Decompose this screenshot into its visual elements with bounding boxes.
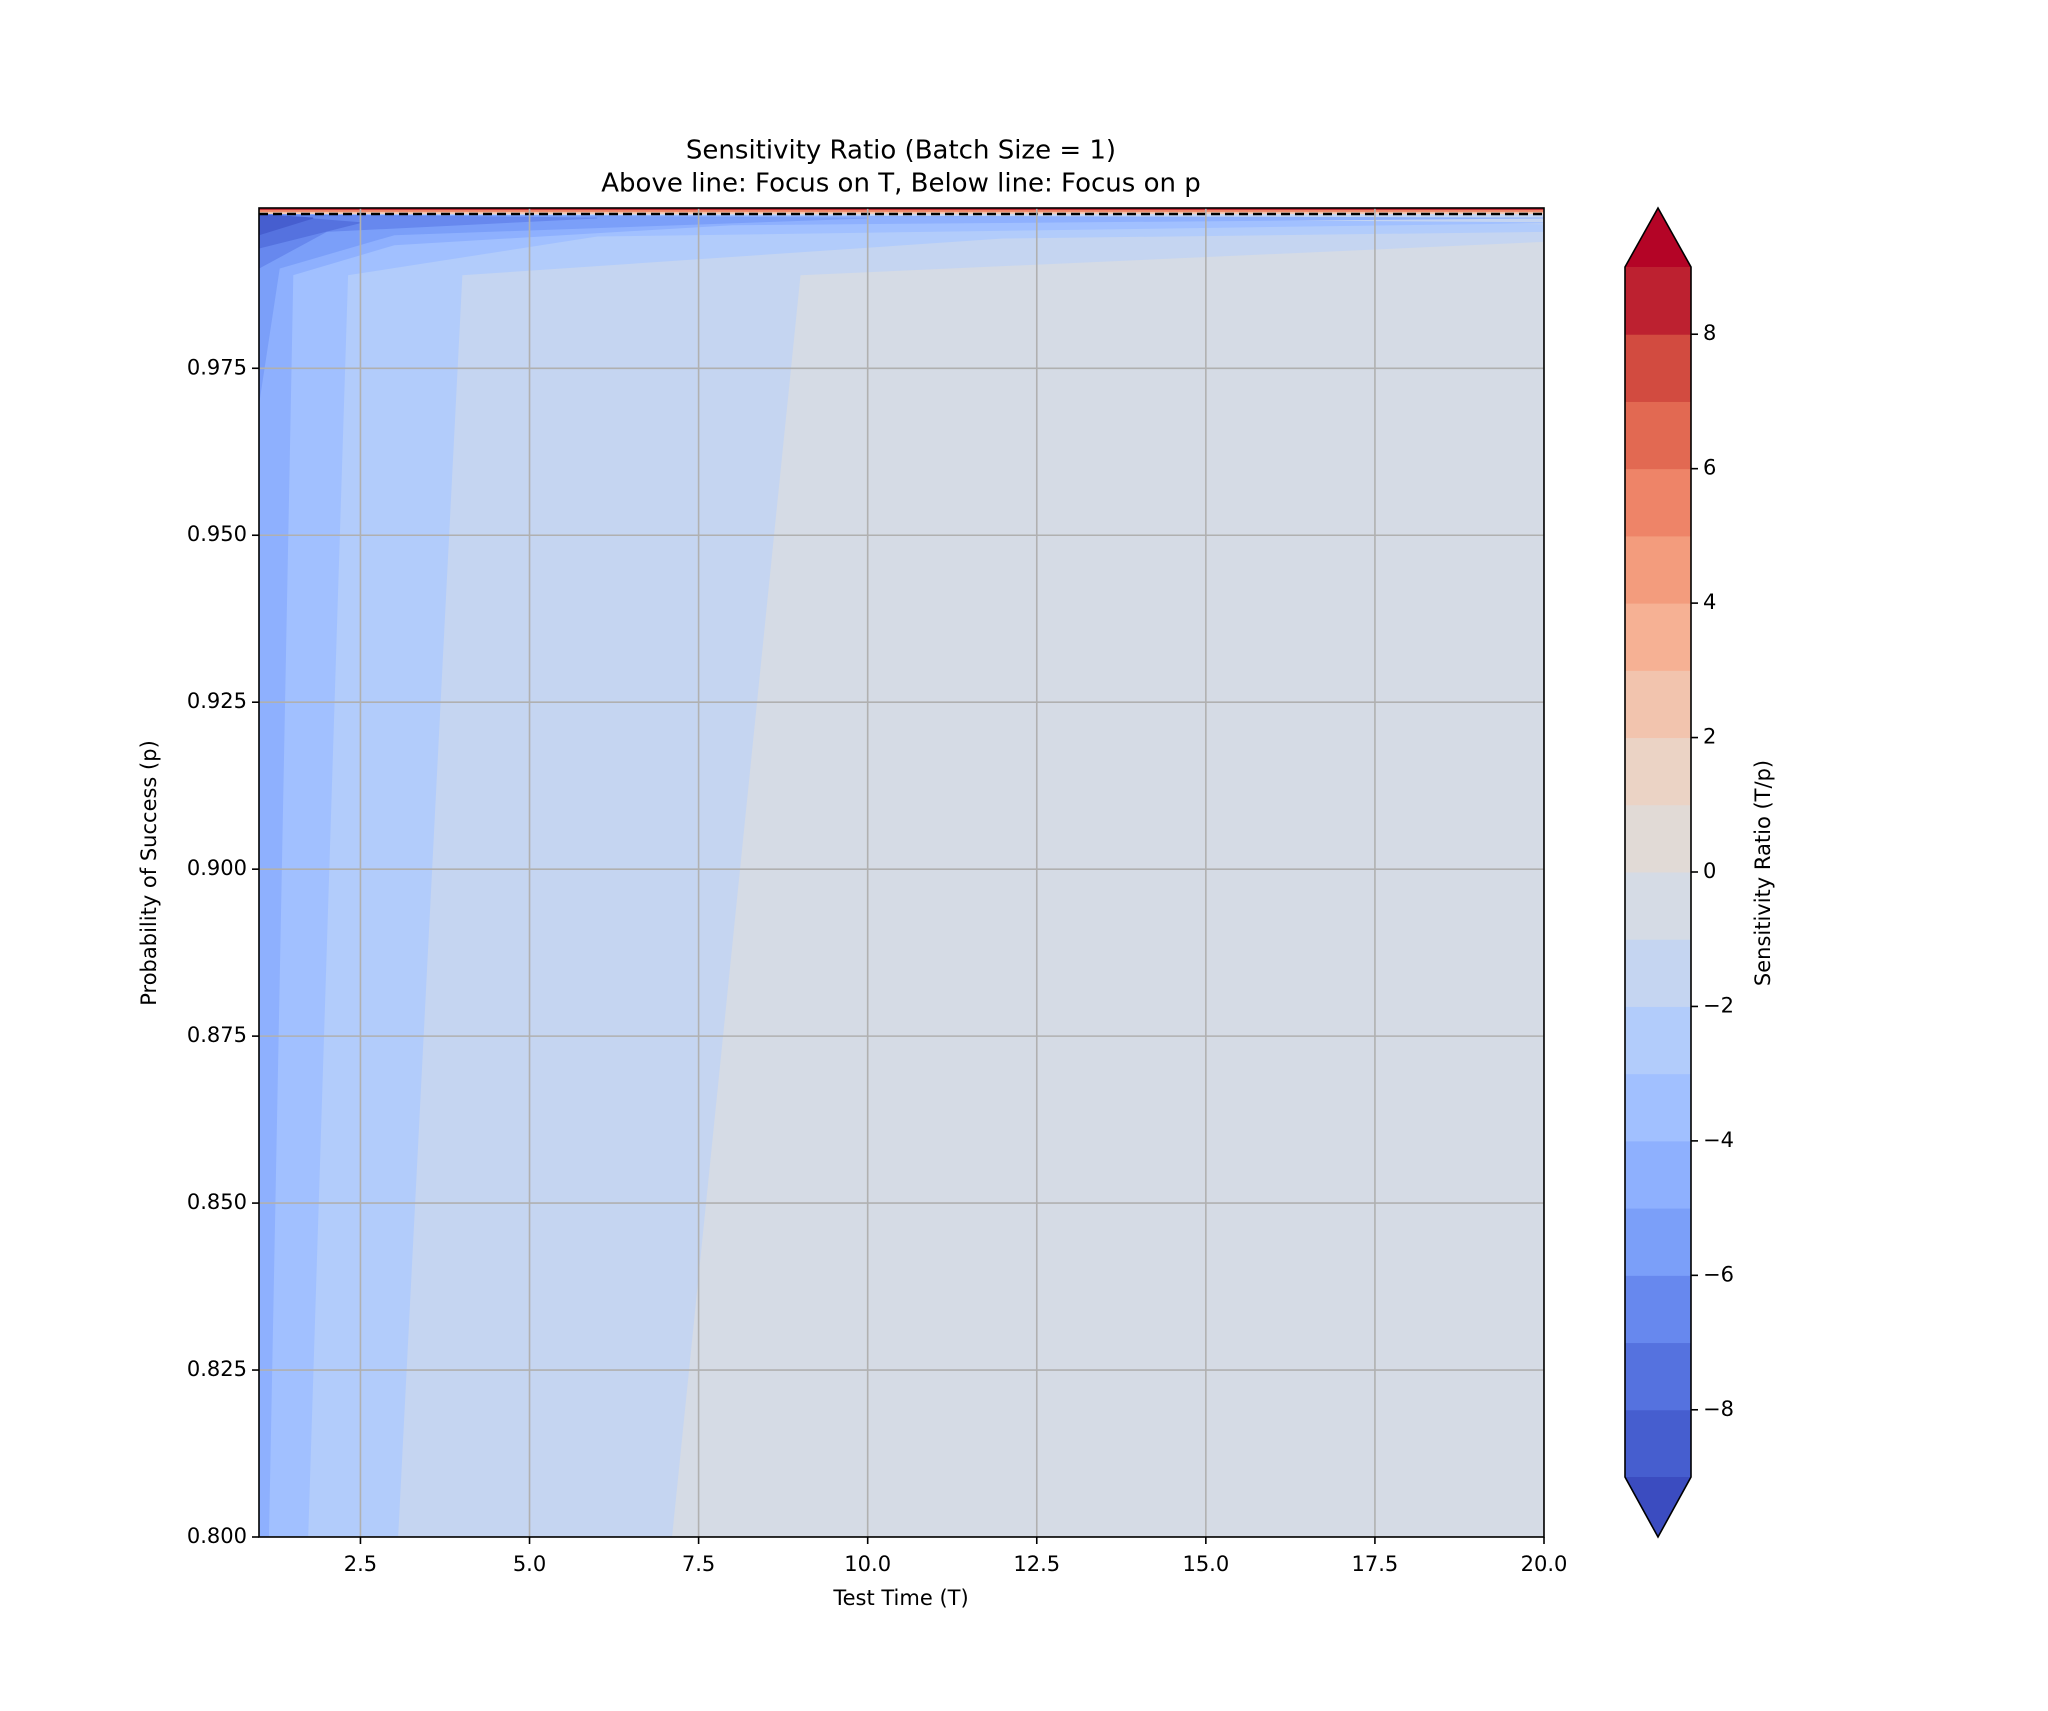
y-tick-label: 0.950 — [187, 522, 247, 546]
plot-area — [259, 208, 1544, 1537]
colorbar-tick-label: −6 — [1703, 1262, 1734, 1286]
x-tick-label: 5.0 — [513, 1552, 546, 1576]
colorbar-tick-label: 0 — [1703, 859, 1716, 883]
y-tick-label: 0.900 — [187, 856, 247, 880]
colorbar-band — [1625, 1409, 1691, 1478]
x-tick-label: 10.0 — [844, 1552, 891, 1576]
y-tick-label: 0.800 — [187, 1524, 247, 1548]
colorbar-band — [1625, 334, 1691, 402]
colorbar-band — [1625, 603, 1691, 671]
chart-title: Sensitivity Ratio (Batch Size = 1) — [686, 136, 1116, 166]
colorbar-frame — [1624, 206, 1692, 1539]
colorbar-band — [1625, 804, 1691, 873]
y-axis-label: Probability of Success (p) — [137, 740, 161, 1006]
colorbar-band — [1625, 267, 1691, 335]
y-tick-label: 0.850 — [187, 1190, 247, 1214]
x-axis-label: Test Time (T) — [832, 1586, 968, 1610]
overlay: 2.5 5.0 7.5 10.0 12.5 15.0 17.5 20.0 0.800 0.825 0… — [187, 206, 1734, 1576]
contour-region — [259, 214, 314, 236]
colorbar-tick-label: −8 — [1703, 1397, 1734, 1421]
colorbar-tick-label: −4 — [1703, 1128, 1734, 1152]
x-tick-label: 2.5 — [344, 1552, 377, 1576]
contour-region — [259, 214, 1544, 1537]
colorbar-tick-label: −2 — [1703, 993, 1734, 1017]
colorbar-tick-label: 4 — [1703, 590, 1716, 614]
x-tick-label: 7.5 — [682, 1552, 715, 1576]
colorbar-band — [1625, 1006, 1691, 1075]
colorbar-extend-over — [1625, 208, 1691, 267]
plot-frame — [258, 207, 1545, 1538]
colorbar-band — [1625, 1342, 1691, 1411]
colorbar-tick-label: 2 — [1703, 725, 1716, 749]
colorbar-band — [1625, 1140, 1691, 1209]
colorbar-band — [1625, 1073, 1691, 1142]
x-tick-label: 20.0 — [1521, 1552, 1568, 1576]
colorbar-band — [1625, 939, 1691, 1007]
y-tick-label: 0.825 — [187, 1357, 247, 1381]
colorbar-band — [1625, 737, 1691, 806]
contour-region — [259, 214, 598, 269]
colorbar-tick-label: 8 — [1703, 321, 1716, 345]
colorbar-band — [1625, 1208, 1691, 1276]
colorbar-band — [1625, 670, 1691, 739]
y-tick-label: 0.875 — [187, 1023, 247, 1047]
y-tick-label: 0.925 — [187, 689, 247, 713]
colorbar-extend-under — [1625, 1477, 1691, 1537]
x-tick-label: 15.0 — [1182, 1552, 1229, 1576]
colorbar-label: Sensitivity Ratio (T/p) — [1751, 760, 1775, 986]
contour-region — [259, 214, 1544, 1537]
x-tick-label: 12.5 — [1013, 1552, 1060, 1576]
colorbar-band — [1625, 872, 1691, 940]
y-tick-label: 0.975 — [187, 355, 247, 379]
colorbar-band — [1625, 535, 1691, 604]
chart-subtitle: Above line: Focus on T, Below line: Focu… — [601, 169, 1201, 199]
x-tick-label: 17.5 — [1352, 1552, 1399, 1576]
colorbar-band — [1625, 401, 1691, 470]
colorbar-band — [1625, 468, 1691, 537]
colorbar-band — [1625, 1275, 1691, 1344]
colorbar-tick-label: 6 — [1703, 456, 1716, 480]
